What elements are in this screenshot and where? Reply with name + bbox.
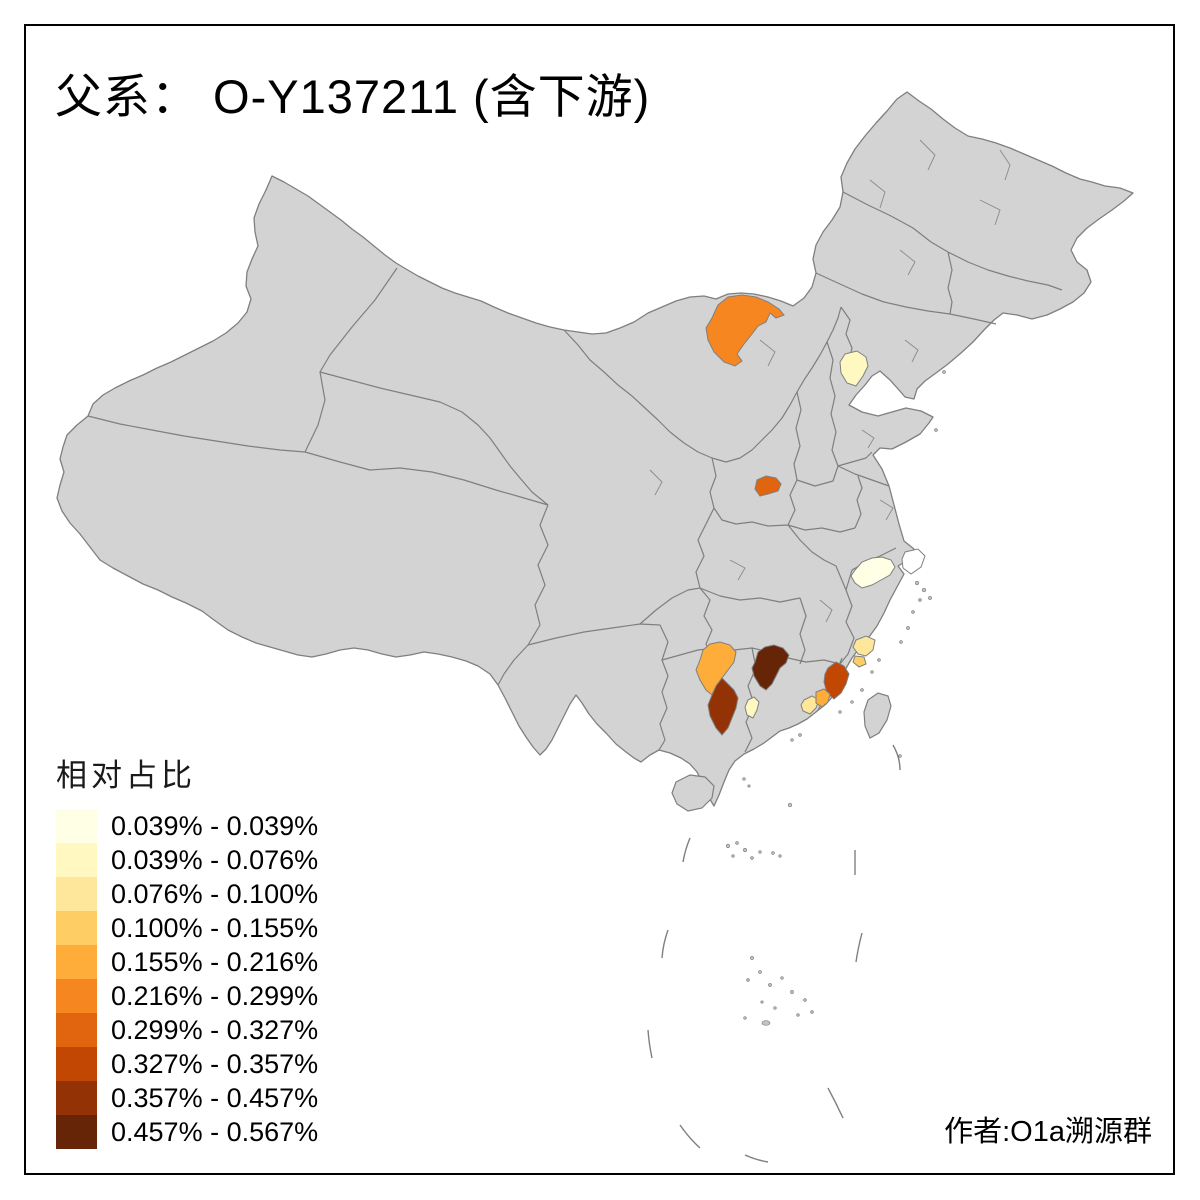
- region-coastal-south-fujian-prefecture: [852, 635, 876, 657]
- legend-swatch-icon: [56, 911, 97, 945]
- south-china-sea-islands: [726, 370, 946, 1026]
- legend-swatch-icon: [56, 1081, 97, 1115]
- legend-label: 0.457% - 0.567%: [111, 1116, 319, 1147]
- region-coastal-hebei-prefecture: [839, 350, 869, 387]
- legend-swatch-icon: [56, 1047, 97, 1081]
- legend-swatch-icon: [56, 1115, 97, 1149]
- legend-row: 0.100% - 0.155%: [56, 911, 318, 945]
- legend-row: 0.155% - 0.216%: [56, 945, 318, 979]
- legend-title: 相对占比: [56, 758, 196, 793]
- legend-row: 0.039% - 0.039%: [56, 809, 318, 843]
- region-central-henan-prefecture: [754, 475, 782, 497]
- region-west-guangdong-prefecture: [744, 696, 760, 719]
- region-west-zhejiang-prefecture: [850, 556, 896, 589]
- region-central-guangxi-prefecture: [707, 677, 739, 736]
- legend-label: 0.076% - 0.100%: [111, 878, 319, 909]
- legend-label: 0.216% - 0.299%: [111, 980, 319, 1011]
- legend-row: 0.327% - 0.357%: [56, 1047, 318, 1081]
- legend-label: 0.039% - 0.076%: [111, 844, 319, 875]
- legend-row: 0.299% - 0.327%: [56, 1013, 318, 1047]
- region-east-guangdong-coastal-prefecture: [815, 688, 831, 708]
- region-east-guangdong-pale-prefecture: [800, 695, 820, 715]
- province-borders: [87, 191, 1063, 753]
- legend-label: 0.357% - 0.457%: [111, 1082, 319, 1113]
- legend-swatch-icon: [56, 809, 97, 843]
- legend-label: 0.039% - 0.039%: [111, 810, 319, 841]
- legend-label: 0.100% - 0.155%: [111, 912, 319, 943]
- region-west-inner-mongolia-prefecture: [705, 294, 785, 367]
- legend-row: 0.216% - 0.299%: [56, 979, 318, 1013]
- map-legend: 相对占比 0.039% - 0.039% 0.039% - 0.076% 0.0…: [56, 750, 318, 1149]
- legend-label: 0.299% - 0.327%: [111, 1014, 319, 1045]
- sea-boundary-dashes: [647, 744, 901, 1163]
- author-credit: 作者:O1a溯源群: [944, 1116, 1152, 1148]
- legend-row: 0.357% - 0.457%: [56, 1081, 318, 1115]
- page-title: 父系： O-Y137211 (含下游): [55, 70, 651, 123]
- legend-label: 0.155% - 0.216%: [111, 946, 319, 977]
- taiwan-island: [863, 692, 892, 739]
- china-mainland: [56, 91, 1134, 807]
- region-north-guangxi-prefecture: [695, 641, 737, 696]
- legend-row: 0.457% - 0.567%: [56, 1115, 318, 1149]
- legend-swatch-icon: [56, 877, 97, 911]
- shanghai-area: [901, 548, 926, 575]
- legend-swatch-icon: [56, 945, 97, 979]
- legend-swatch-icon: [56, 843, 97, 877]
- legend-swatch-icon: [56, 1013, 97, 1047]
- legend-swatch-icon: [56, 979, 97, 1013]
- region-north-guangdong-prefecture: [751, 644, 790, 691]
- legend-row: 0.076% - 0.100%: [56, 877, 318, 911]
- region-xiamen-area-prefecture: [852, 655, 867, 668]
- legend-label: 0.327% - 0.357%: [111, 1048, 319, 1079]
- region-southwest-fujian-prefecture: [823, 661, 850, 700]
- hainan-island: [671, 774, 715, 812]
- prefecture-borders: [649, 139, 1011, 623]
- legend-row: 0.039% - 0.076%: [56, 843, 318, 877]
